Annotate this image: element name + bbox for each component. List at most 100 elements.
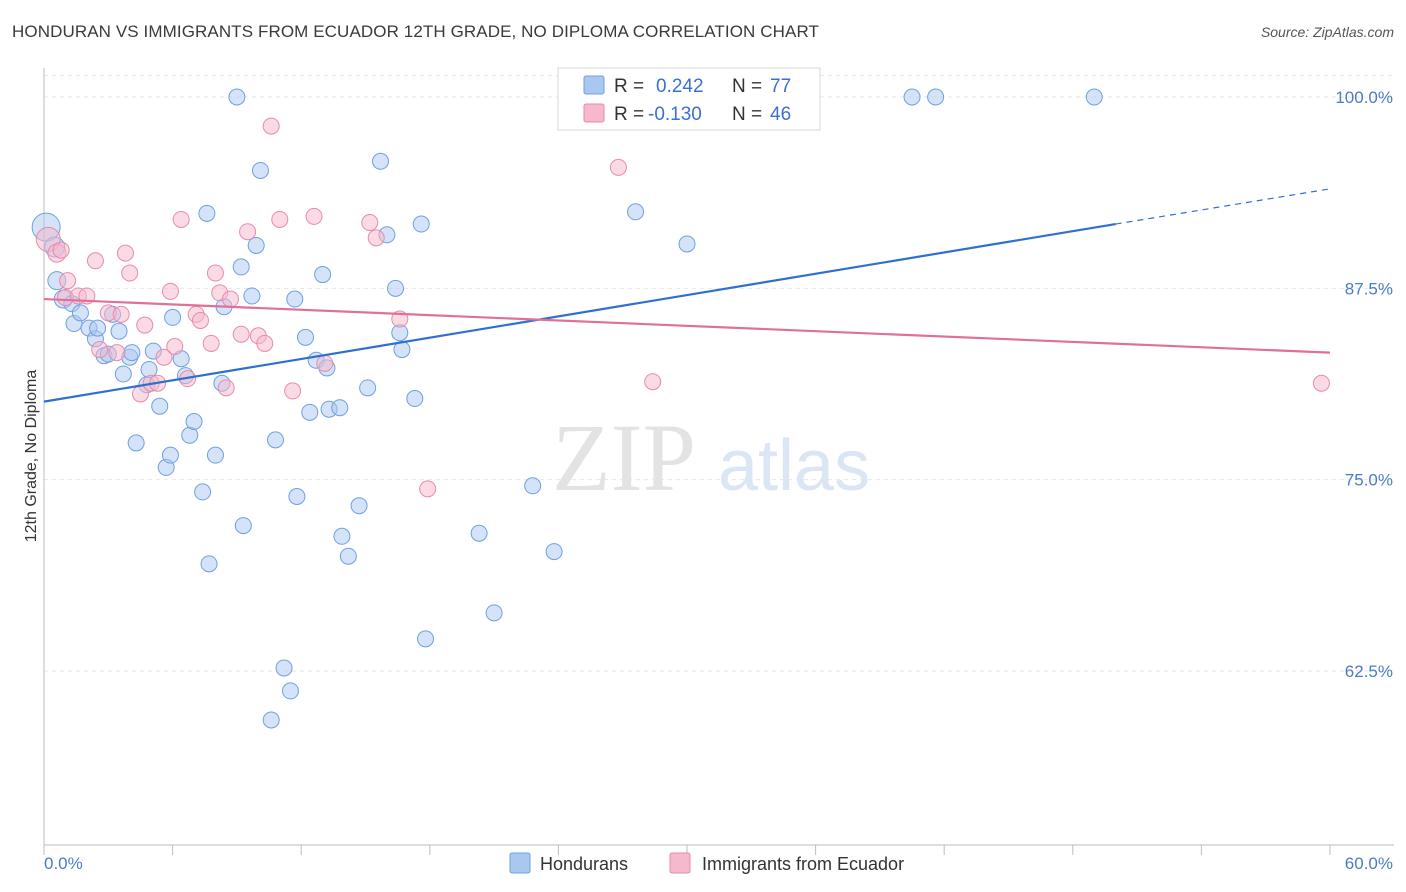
hondurans-point-56 [372, 152, 390, 170]
hondurans-point-12 [114, 365, 132, 383]
y-tick-label-0: 100.0% [1335, 88, 1393, 107]
ecuador-point-26 [206, 264, 224, 282]
hondurans-point-40 [266, 431, 284, 449]
legend-n-value-2: 46 [770, 104, 791, 125]
hondurans-point-6 [71, 304, 89, 322]
ecuador-point-40 [367, 229, 385, 247]
hondurans-point-62 [412, 215, 430, 233]
ecuador-point-45 [1312, 374, 1330, 392]
source-credit: Source: ZipAtlas.com [1260, 24, 1394, 40]
hondurans-point-11 [110, 322, 128, 340]
hondurans-point-42 [281, 682, 299, 700]
ecuador-point-43 [609, 158, 627, 176]
ecuador-point-42 [419, 480, 437, 498]
hondurans-point-38 [251, 161, 269, 179]
legend-n-label-2: N = [732, 104, 762, 125]
hondurans-point-72 [903, 88, 921, 106]
hondurans-point-67 [545, 543, 563, 561]
ecuador-point-39 [361, 214, 379, 232]
ecuador-point-20 [166, 337, 184, 355]
legend-r-value-1: 0.242 [656, 76, 704, 97]
hondurans-point-44 [288, 488, 306, 506]
legend-n-label-1: N = [732, 76, 762, 97]
grid-lines [44, 75, 1394, 672]
hondurans-point-46 [301, 403, 319, 421]
ecuador-point-35 [271, 210, 289, 228]
hondurans-point-29 [200, 555, 218, 573]
hondurans-point-26 [185, 413, 203, 431]
bottom-legend-label-hondurans: Hondurans [540, 854, 628, 874]
y-axis-title: 12th Grade, No Diploma [23, 370, 40, 543]
bottom-legend-label-ecuador: Immigrants from Ecuador [702, 854, 904, 874]
hondurans-point-41 [275, 659, 293, 677]
ecuador-point-2 [52, 241, 70, 259]
hondurans-point-63 [417, 630, 435, 648]
hondurans-point-69 [627, 203, 645, 221]
y-tick-label-2: 75.0% [1345, 471, 1393, 490]
ecuador-point-44 [644, 373, 662, 391]
bottom-legend: Hondurans Immigrants from Ecuador [509, 852, 904, 874]
legend-swatch-blue [583, 75, 605, 95]
hondurans-point-37 [247, 236, 265, 254]
ecuador-point-37 [305, 207, 323, 225]
ecuador-point-18 [155, 348, 173, 366]
hondurans-point-64 [470, 524, 488, 542]
ecuador-point-28 [217, 379, 235, 397]
x-tick-label-min: 0.0% [44, 854, 83, 873]
trend-line-ecuador [43, 297, 1331, 354]
hondurans-point-54 [350, 497, 368, 515]
hondurans-point-66 [524, 477, 542, 495]
hondurans-point-15 [127, 434, 145, 452]
y-tick-label-3: 62.5% [1345, 662, 1393, 681]
hondurans-point-45 [296, 328, 314, 346]
hondurans-point-33 [228, 88, 246, 106]
ecuador-point-29 [221, 290, 239, 308]
hondurans-point-55 [359, 379, 377, 397]
hondurans-point-34 [232, 258, 250, 276]
hondurans-point-14 [123, 344, 141, 362]
trend-line-hondurans [43, 222, 1116, 403]
hondurans-point-53 [339, 547, 357, 565]
hondurans-point-61 [406, 390, 424, 408]
ecuador-point-25 [202, 334, 220, 352]
hondurans-point-43 [286, 290, 304, 308]
hondurans-point-36 [243, 287, 261, 305]
ecuador-point-10 [108, 344, 126, 362]
legend-r-label-2: R = [614, 104, 644, 125]
hondurans-point-76 [89, 319, 107, 337]
axes [43, 68, 1394, 855]
bottom-legend-swatch-hondurans [509, 852, 531, 874]
ecuador-point-30 [232, 325, 250, 343]
hondurans-point-30 [206, 446, 224, 464]
x-tick-label-max: 60.0% [1345, 854, 1393, 873]
hondurans-point-73 [927, 88, 945, 106]
hondurans-point-71 [678, 235, 696, 253]
bottom-legend-swatch-ecuador [669, 852, 691, 874]
hondurans-point-65 [485, 604, 503, 622]
hondurans-point-28 [198, 204, 216, 222]
ecuador-point-8 [91, 341, 109, 359]
watermark-zip: ZIP [552, 404, 696, 511]
ecuador-point-36 [284, 382, 302, 400]
ecuador-point-15 [136, 316, 154, 334]
ecuador-point-13 [121, 264, 139, 282]
ecuador-point-34 [262, 117, 280, 135]
hondurans-point-58 [387, 279, 405, 297]
x-tick-labels: 0.0% 60.0% [44, 854, 1393, 873]
hondurans-point-39 [262, 711, 280, 729]
hondurans-point-51 [331, 399, 349, 417]
ecuador-point-19 [161, 282, 179, 300]
watermark-atlas: atlas [718, 426, 870, 506]
hondurans-point-48 [314, 266, 332, 284]
ecuador-point-21 [172, 210, 190, 228]
legend-box: R = 0.242 N = 77 R = -0.130 N = 46 [557, 67, 821, 131]
ecuador-point-12 [116, 244, 134, 262]
y-tick-labels: 100.0% 87.5% 75.0% 62.5% [1335, 88, 1393, 681]
ecuador-point-24 [191, 311, 209, 329]
hondurans-point-74 [1085, 88, 1103, 106]
hondurans-point-21 [161, 446, 179, 464]
legend-r-label-1: R = [614, 76, 644, 97]
hondurans-point-27 [194, 483, 212, 501]
series-immigrants-from-ecuador [35, 117, 1330, 498]
ecuador-point-33 [256, 334, 274, 352]
